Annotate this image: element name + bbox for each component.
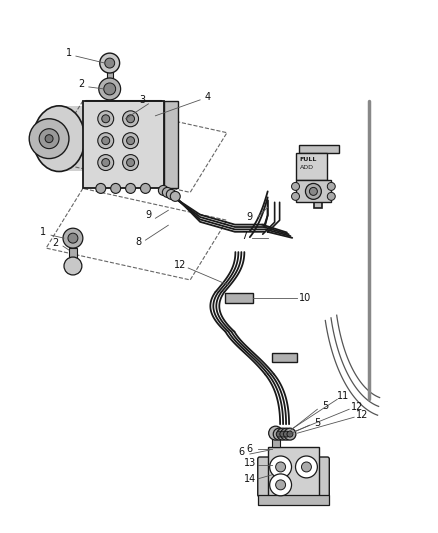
Text: 9: 9: [247, 212, 253, 222]
Circle shape: [98, 111, 114, 127]
Circle shape: [39, 129, 59, 149]
Text: 2: 2: [52, 238, 58, 248]
Circle shape: [102, 158, 110, 166]
Circle shape: [292, 192, 300, 200]
Circle shape: [327, 182, 335, 190]
Text: 12: 12: [174, 260, 187, 270]
Circle shape: [292, 182, 300, 190]
Circle shape: [276, 462, 286, 472]
Text: 3: 3: [139, 95, 145, 105]
Text: 12: 12: [356, 410, 368, 420]
Bar: [225, 293, 253, 303]
Text: 13: 13: [244, 458, 256, 468]
Circle shape: [102, 115, 110, 123]
Text: 11: 11: [337, 391, 350, 401]
Text: FULL: FULL: [300, 157, 317, 161]
Circle shape: [276, 480, 286, 490]
Text: 4: 4: [205, 92, 211, 102]
Bar: [83, 101, 164, 188]
Circle shape: [284, 428, 296, 440]
Text: ADD: ADD: [300, 165, 314, 169]
Circle shape: [100, 53, 120, 73]
Ellipse shape: [33, 106, 85, 172]
Circle shape: [127, 158, 134, 166]
Circle shape: [105, 58, 115, 68]
Circle shape: [141, 183, 150, 193]
Bar: [296, 181, 331, 203]
Circle shape: [270, 474, 292, 496]
Text: 9: 9: [145, 210, 152, 220]
Text: 10: 10: [299, 293, 311, 303]
Circle shape: [305, 183, 321, 199]
Circle shape: [99, 78, 120, 100]
Text: 1: 1: [66, 48, 72, 58]
Circle shape: [327, 192, 335, 200]
Text: 8: 8: [135, 237, 141, 247]
Text: 2: 2: [78, 79, 84, 89]
Circle shape: [104, 83, 116, 95]
Circle shape: [309, 188, 318, 196]
Text: 14: 14: [244, 474, 256, 484]
Circle shape: [68, 233, 78, 243]
Circle shape: [166, 189, 176, 199]
Text: 6: 6: [239, 447, 245, 457]
Circle shape: [301, 462, 311, 472]
Bar: [59, 106, 85, 172]
Text: 12: 12: [351, 402, 363, 412]
Bar: [164, 101, 178, 188]
Text: 5: 5: [322, 401, 328, 411]
Circle shape: [159, 185, 168, 196]
Circle shape: [273, 428, 285, 440]
Circle shape: [64, 257, 82, 275]
Bar: [272, 352, 297, 362]
Bar: [107, 63, 113, 85]
Bar: [69, 248, 77, 266]
Circle shape: [280, 431, 286, 437]
Circle shape: [123, 155, 138, 171]
Circle shape: [123, 133, 138, 149]
Circle shape: [45, 135, 53, 143]
Circle shape: [277, 428, 289, 440]
Circle shape: [98, 133, 114, 149]
Text: 7: 7: [241, 231, 247, 241]
Circle shape: [268, 426, 283, 440]
Circle shape: [29, 119, 69, 158]
Circle shape: [162, 188, 172, 197]
Text: 5: 5: [314, 418, 321, 428]
Circle shape: [123, 111, 138, 127]
Circle shape: [127, 115, 134, 123]
Bar: [300, 144, 339, 152]
Circle shape: [276, 431, 282, 437]
Circle shape: [63, 228, 83, 248]
Circle shape: [126, 183, 135, 193]
Circle shape: [98, 155, 114, 171]
Circle shape: [102, 136, 110, 144]
Circle shape: [283, 431, 290, 437]
Circle shape: [280, 428, 292, 440]
Circle shape: [127, 136, 134, 144]
Text: 6: 6: [247, 444, 253, 454]
Circle shape: [296, 456, 318, 478]
Bar: [258, 495, 329, 505]
Circle shape: [287, 431, 293, 437]
Circle shape: [96, 183, 106, 193]
FancyBboxPatch shape: [258, 457, 329, 497]
Circle shape: [170, 191, 180, 201]
Bar: [268, 447, 319, 497]
Text: 1: 1: [40, 227, 46, 237]
Circle shape: [270, 456, 292, 478]
Circle shape: [111, 183, 120, 193]
Bar: [314, 149, 322, 208]
Bar: [296, 152, 327, 181]
Bar: [272, 433, 279, 447]
